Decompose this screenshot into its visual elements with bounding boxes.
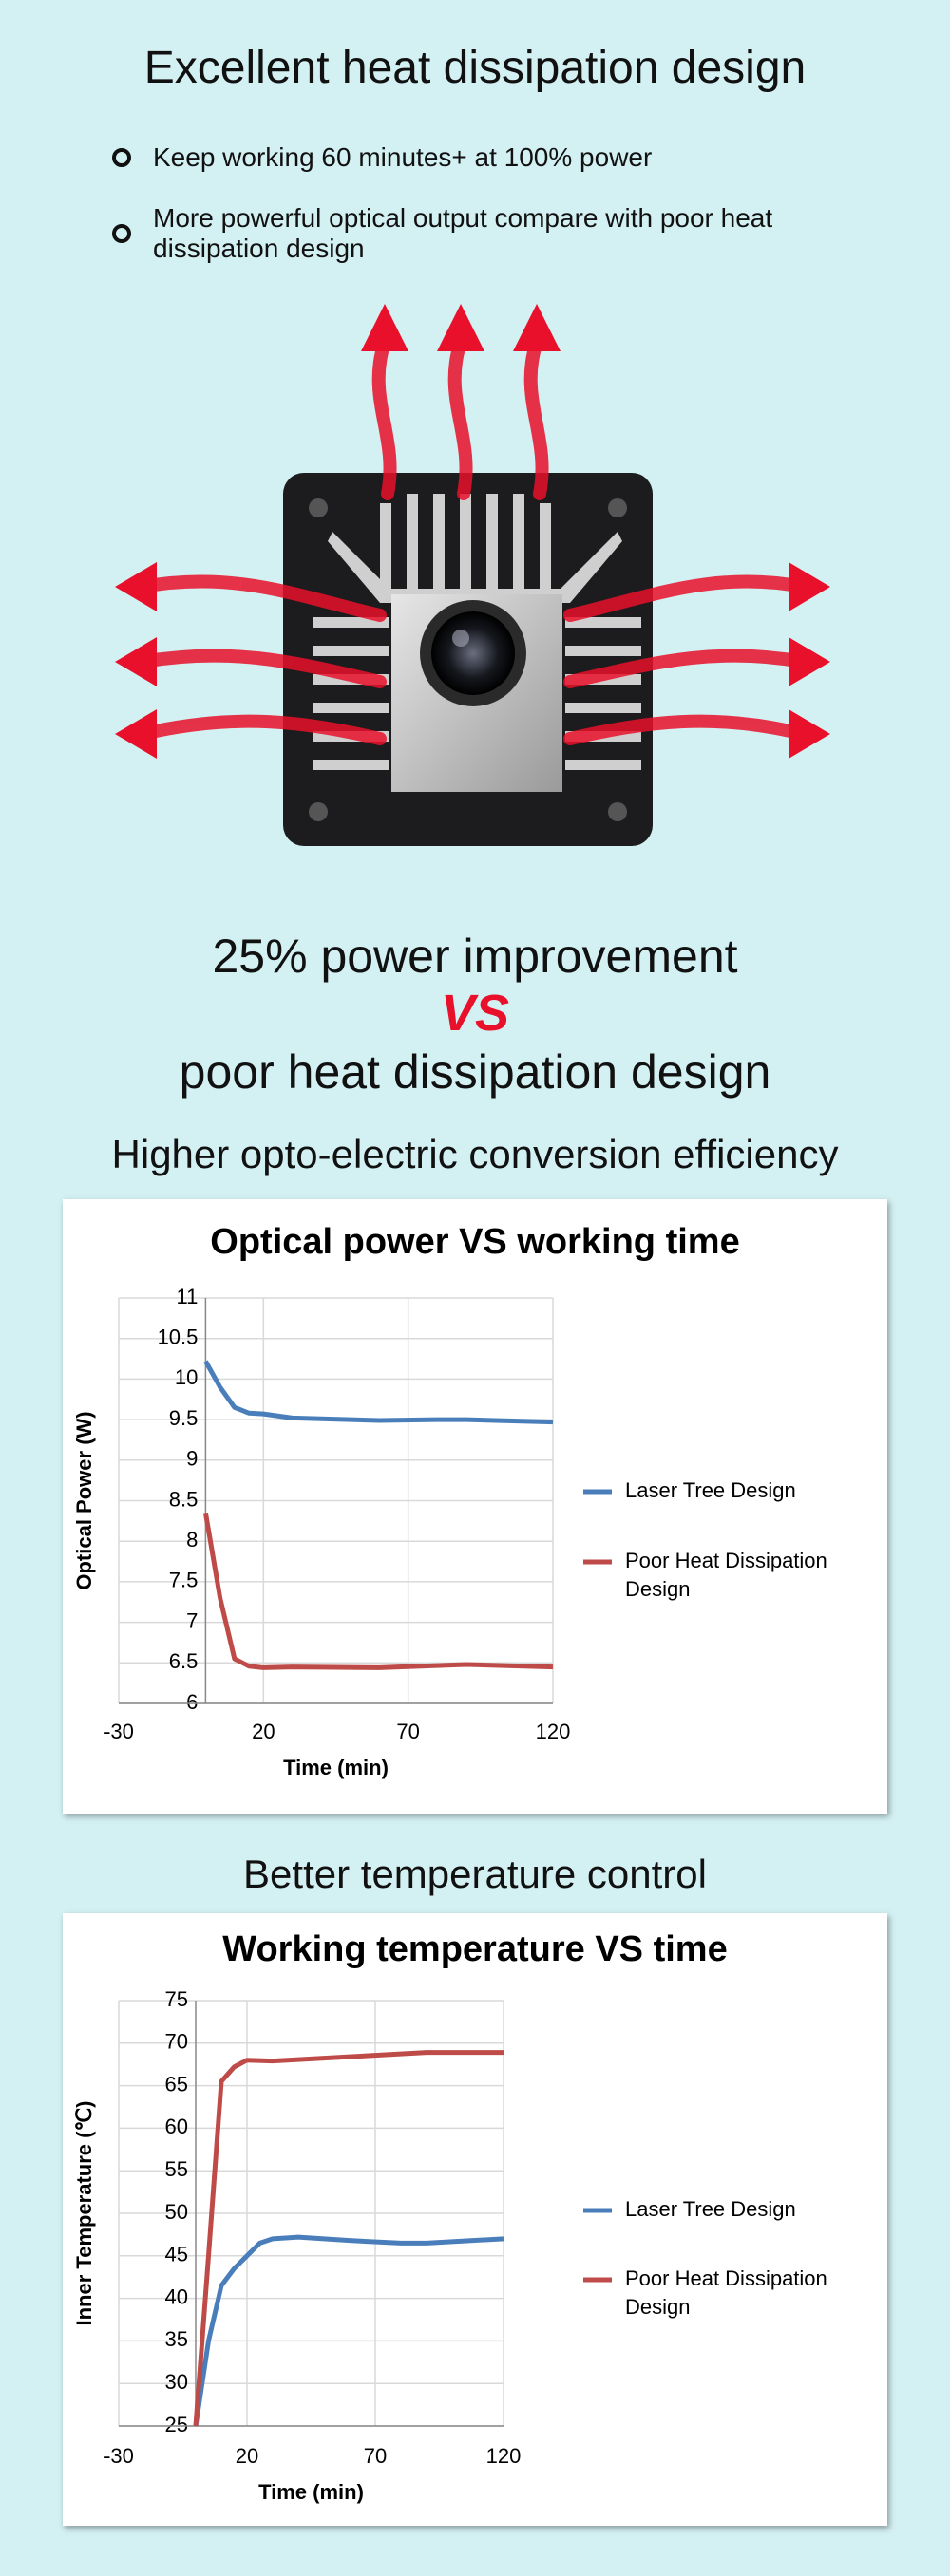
- chart: Optical power VS working time 6 6.5 7 7.5 8 8.…: [72, 1222, 827, 1779]
- x-tick-label: 120: [536, 1720, 571, 1743]
- y-tick-label: 65: [165, 2072, 188, 2096]
- bullet: More powerful optical output compare wit…: [153, 203, 773, 263]
- x-tick-label: 20: [252, 1720, 275, 1743]
- headline: poor heat dissipation design: [179, 1045, 771, 1099]
- legend-label: Laser Tree Design: [625, 1478, 796, 1502]
- y-tick-label: 8: [186, 1528, 198, 1551]
- y-tick-label: 30: [165, 2370, 188, 2394]
- x-axis-label: Time (min): [258, 2480, 364, 2504]
- headline-vs: VS: [440, 985, 510, 1042]
- chart: Working temperature VS time 25 30 35 40 45 50 5…: [72, 1929, 827, 2504]
- chart-title: Working temperature VS time: [222, 1929, 727, 1969]
- bullet: Keep working 60 minutes+ at 100% power: [153, 142, 653, 172]
- data-line: [203, 1360, 554, 1425]
- data-line: [193, 2050, 504, 2427]
- bullet-dot: [112, 224, 131, 243]
- legend-label: Poor Heat Dissipation Design: [625, 2266, 827, 2319]
- x-tick-label: 70: [396, 1720, 419, 1743]
- x-tick-label: -30: [104, 1720, 134, 1743]
- y-tick-label: 9: [186, 1447, 198, 1471]
- chart-title: Optical power VS working time: [210, 1222, 739, 1262]
- y-tick-label: 7.5: [169, 1569, 199, 1592]
- y-tick-label: 11: [177, 1285, 199, 1308]
- y-tick-label: 45: [165, 2243, 188, 2266]
- x-axis-label: Time (min): [283, 1756, 389, 1779]
- y-tick-label: 7: [186, 1608, 198, 1632]
- y-axis-label: Inner Temperature (℃): [72, 2100, 96, 2325]
- x-tick-label: 20: [236, 2444, 258, 2468]
- y-tick-label: 9.5: [169, 1406, 199, 1430]
- y-tick-label: 10.5: [158, 1326, 199, 1349]
- section-title: Better temperature control: [243, 1852, 707, 1896]
- y-tick-label: 50: [165, 2200, 188, 2224]
- y-tick-label: 40: [165, 2285, 188, 2308]
- y-tick-label: 75: [165, 1987, 188, 2011]
- y-tick-label: 10: [175, 1365, 198, 1389]
- bullet-dot: [112, 148, 131, 167]
- data-line: [193, 2234, 504, 2427]
- y-tick-label: 60: [165, 2115, 188, 2138]
- y-axis-label: Optical Power (W): [72, 1411, 96, 1589]
- y-tick-label: 6.5: [169, 1649, 199, 1673]
- y-tick-label: 35: [165, 2327, 188, 2351]
- x-tick-label: 70: [364, 2444, 387, 2468]
- x-tick-label: -30: [104, 2444, 134, 2468]
- y-tick-label: 8.5: [169, 1487, 199, 1511]
- y-tick-label: 6: [186, 1690, 198, 1714]
- page-title: Excellent heat dissipation design: [143, 43, 807, 93]
- legend-label: Laser Tree Design: [625, 2197, 796, 2221]
- y-tick-label: 25: [165, 2413, 188, 2436]
- y-tick-label: 70: [165, 2030, 188, 2054]
- section-title: Higher opto-electric conversion efficien…: [111, 1132, 839, 1176]
- data-line: [202, 1512, 554, 1670]
- y-tick-label: 55: [165, 2157, 188, 2181]
- x-tick-label: 120: [486, 2444, 522, 2468]
- chart-card: Optical power VS working time 6 6.5 7 7.5 8 8.…: [63, 1199, 887, 1814]
- heat-sink-illustration: [115, 304, 830, 846]
- legend-label: Poor Heat Dissipation Design: [625, 1549, 827, 1601]
- chart-card: Working temperature VS time 25 30 35 40 45 50 5…: [63, 1913, 887, 2526]
- headline: 25% power improvement: [212, 930, 738, 983]
